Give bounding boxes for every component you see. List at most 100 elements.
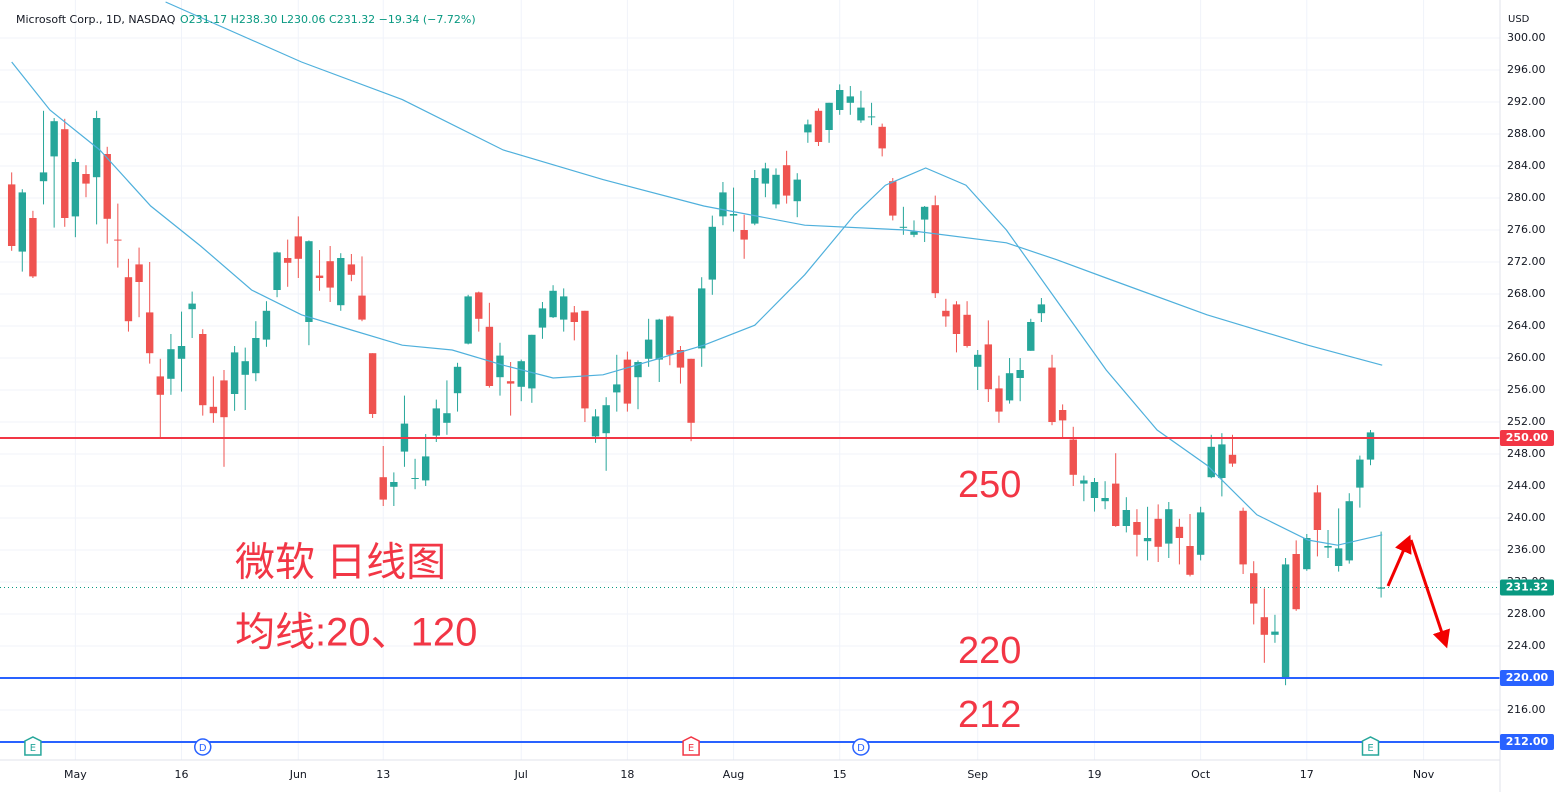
grid [0,0,1500,760]
candle-body [496,355,504,378]
event-badge [682,736,700,756]
candle-body [687,358,695,423]
candle-body [538,308,547,328]
candle-body [920,206,929,220]
candle-body [506,381,515,384]
x-tick-label: Sep [967,768,988,781]
candle-body [347,264,356,275]
candle-body [1143,538,1152,542]
candle-body [7,184,16,246]
level-label-bg [1500,734,1554,750]
candle-body [1101,498,1109,502]
x-tick-label: 13 [376,768,390,781]
candle-body [1048,367,1056,422]
event-badge [852,738,870,756]
candle-body [1027,322,1035,351]
candle-body [889,181,897,216]
candle-body [772,174,780,205]
candle-body [804,124,812,133]
candle-body [676,350,685,368]
candle-body [464,296,472,344]
candle-body [1196,512,1205,555]
candle-body [899,226,908,228]
candle-body [443,413,451,423]
ohlc-values: O231.17 H238.30 L230.06 C231.32 −19.34 (… [180,13,476,26]
y-tick-label: 292.00 [1507,95,1546,108]
candle-body [1069,439,1077,475]
candle-body [337,258,345,306]
candle-body [528,334,536,389]
candle-body [82,174,90,184]
candle-body [708,226,717,280]
annotation: 250 [958,464,1021,506]
event-label: E [688,743,694,754]
candle-body [432,408,441,436]
candle-body [326,261,334,288]
arrow-down [1409,539,1450,649]
x-tick-label: 16 [175,768,189,781]
x-tick-label: Jul [514,768,528,781]
candle-body [1228,454,1237,464]
candle-body [602,405,610,434]
y-tick-label: 260.00 [1507,351,1546,364]
candle-body [315,275,324,278]
chart-title: Microsoft Corp., 1D, NASDAQ [16,13,176,26]
candle-body [209,406,218,414]
candle-body [910,231,918,235]
candle-body [358,295,366,320]
candle-body [1324,546,1332,548]
candle-body [549,290,557,318]
candle-body [719,192,727,217]
candle-body [740,230,748,240]
candle-body [1080,480,1088,484]
event-badge [1361,736,1380,756]
candle-body [1058,410,1067,421]
candle-body [39,172,48,182]
candle-body [559,296,568,320]
x-tick-label: Oct [1191,768,1211,781]
candle-body [199,334,207,406]
candle-body [836,90,844,110]
level-label: 212.00 [1506,735,1549,748]
candle-body [1366,432,1375,460]
candle-body [1281,564,1290,678]
x-tick-label: 18 [620,768,634,781]
level-label-bg [1500,430,1554,446]
event-badge [194,738,212,756]
event-label: D [199,743,207,754]
candle-body [1090,482,1099,498]
candle-body [1239,510,1247,565]
candle-body [230,352,239,394]
candle-body [156,376,164,395]
candle-body [1313,492,1322,530]
last-price-label: 231.32 [1506,580,1548,593]
candle-body [29,218,37,277]
y-tick-label: 276.00 [1507,223,1546,236]
y-tick-label: 224.00 [1507,639,1546,652]
candle-body [1271,631,1279,635]
candle-body [390,482,398,487]
candle-body [1175,526,1184,538]
candle-body [782,165,791,196]
note-ma: 均线:20、120 [235,611,477,655]
candle-body [942,310,950,317]
candle-body [666,316,674,355]
candle-body [1207,446,1215,478]
candle-body [570,312,579,322]
candle-body [305,241,313,322]
level-label: 250.00 [1506,431,1549,444]
candle-body [867,116,876,118]
candle-body [751,178,759,224]
candle-body [145,312,154,354]
candle-body [931,205,939,294]
candle-body [581,310,589,409]
event-label: E [30,743,36,754]
candle-body [634,362,642,378]
candle-body [252,338,260,374]
candle-body [984,344,993,390]
candle-body [71,162,80,217]
candle-body [697,288,706,349]
candle-body [952,304,961,334]
candle-body [1250,573,1258,604]
